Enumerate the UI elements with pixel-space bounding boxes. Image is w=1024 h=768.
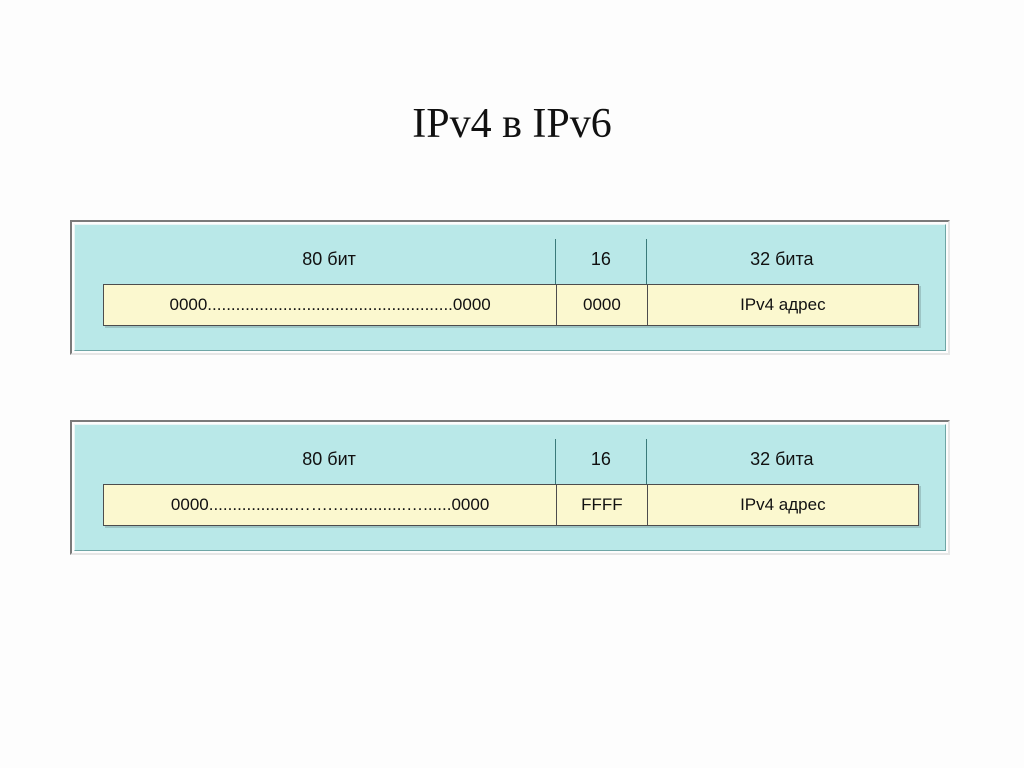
data-cell: 0000....................................… bbox=[104, 285, 556, 325]
header-cell: 80 бит bbox=[103, 439, 555, 484]
page-title: IPv4 в IPv6 bbox=[0, 100, 1024, 148]
data-cell: 0000..................…….…............….… bbox=[104, 485, 556, 525]
header-cell: 32 бита bbox=[646, 239, 917, 284]
header-row: 80 бит 16 32 бита bbox=[103, 239, 917, 284]
data-cell: 0000 bbox=[556, 285, 646, 325]
header-cell: 32 бита bbox=[646, 439, 917, 484]
data-row: 0000....................................… bbox=[103, 284, 919, 326]
header-cell: 80 бит bbox=[103, 239, 555, 284]
data-row: 0000..................…….…............….… bbox=[103, 484, 919, 526]
data-cell: IPv4 адрес bbox=[647, 485, 918, 525]
data-cell: FFFF bbox=[556, 485, 646, 525]
header-cell: 16 bbox=[555, 239, 645, 284]
page: IPv4 в IPv6 80 бит 16 32 бита 0000......… bbox=[0, 0, 1024, 768]
diagram-panel-1: 80 бит 16 32 бита 0000..................… bbox=[70, 220, 950, 355]
header-row: 80 бит 16 32 бита bbox=[103, 439, 917, 484]
data-cell: IPv4 адрес bbox=[647, 285, 918, 325]
diagram-panel-2: 80 бит 16 32 бита 0000..................… bbox=[70, 420, 950, 555]
header-cell: 16 bbox=[555, 439, 645, 484]
